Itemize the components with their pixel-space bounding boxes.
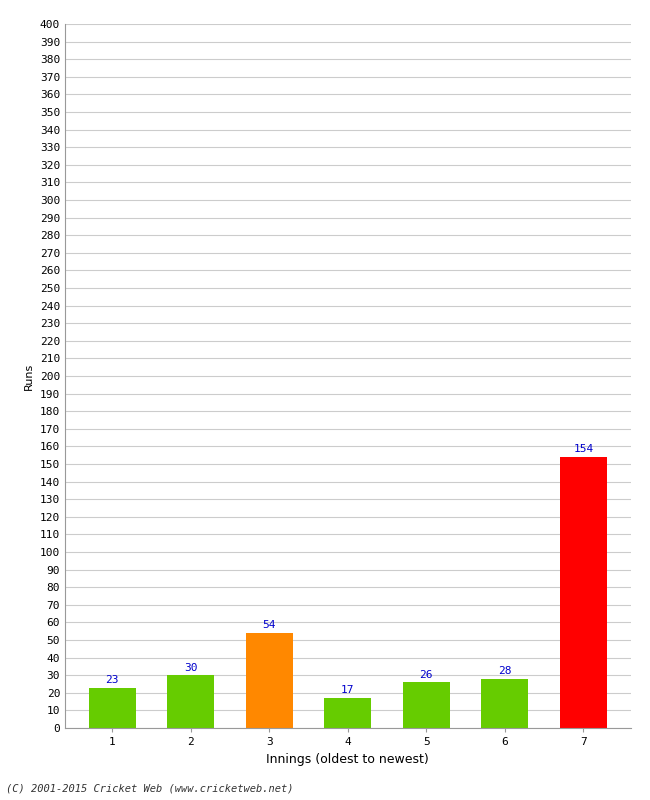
Text: 28: 28: [498, 666, 512, 676]
Bar: [560, 457, 607, 728]
Text: 54: 54: [263, 620, 276, 630]
Bar: [167, 675, 214, 728]
Bar: [324, 698, 371, 728]
Text: (C) 2001-2015 Cricket Web (www.cricketweb.net): (C) 2001-2015 Cricket Web (www.cricketwe…: [6, 784, 294, 794]
Bar: [246, 633, 292, 728]
Y-axis label: Runs: Runs: [24, 362, 34, 390]
Text: 30: 30: [184, 662, 198, 673]
Text: 26: 26: [419, 670, 433, 680]
Text: 23: 23: [105, 675, 119, 685]
X-axis label: Innings (oldest to newest): Innings (oldest to newest): [266, 753, 429, 766]
Bar: [88, 687, 136, 728]
Bar: [481, 678, 528, 728]
Text: 17: 17: [341, 686, 354, 695]
Text: 154: 154: [573, 444, 593, 454]
Bar: [403, 682, 450, 728]
